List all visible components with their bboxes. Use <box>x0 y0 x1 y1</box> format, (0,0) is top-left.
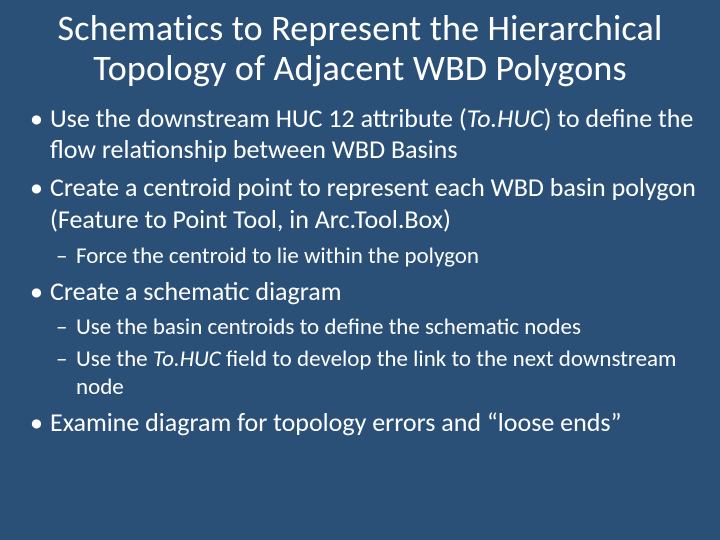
sub-bullet-item: Use the To.HUC field to develop the link… <box>50 345 696 401</box>
sub-bullet-list: Force the centroid to lie within the pol… <box>50 242 696 270</box>
bullet-item: Create a centroid point to represent eac… <box>24 172 696 269</box>
bullet-text-pre: Use the downstream HUC 12 attribute ( <box>50 102 467 134</box>
bullet-item: Create a schematic diagram Use the basin… <box>24 276 696 402</box>
sub-bullet-item: Force the centroid to lie within the pol… <box>50 242 696 270</box>
sub-bullet-text-pre: Use the <box>76 345 153 373</box>
bullet-text-em: To.HUC <box>467 102 544 134</box>
bullet-text: Create a centroid point to represent eac… <box>50 171 696 235</box>
sub-bullet-text-em: To.HUC <box>153 345 221 373</box>
sub-bullet-text: Force the centroid to lie within the pol… <box>76 242 479 270</box>
bullet-list: Use the downstream HUC 12 attribute (To.… <box>24 103 696 440</box>
bullet-text: Examine diagram for topology errors and … <box>50 406 621 438</box>
bullet-item: Examine diagram for topology errors and … <box>24 407 696 439</box>
sub-bullet-list: Use the basin centroids to define the sc… <box>50 313 696 401</box>
bullet-text: Create a schematic diagram <box>50 275 341 307</box>
bullet-item: Use the downstream HUC 12 attribute (To.… <box>24 103 696 166</box>
sub-bullet-text: Use the basin centroids to define the sc… <box>76 313 581 341</box>
sub-bullet-item: Use the basin centroids to define the sc… <box>50 313 696 341</box>
slide: Schematics to Represent the Hierarchical… <box>0 0 720 540</box>
slide-title: Schematics to Represent the Hierarchical… <box>24 8 696 89</box>
